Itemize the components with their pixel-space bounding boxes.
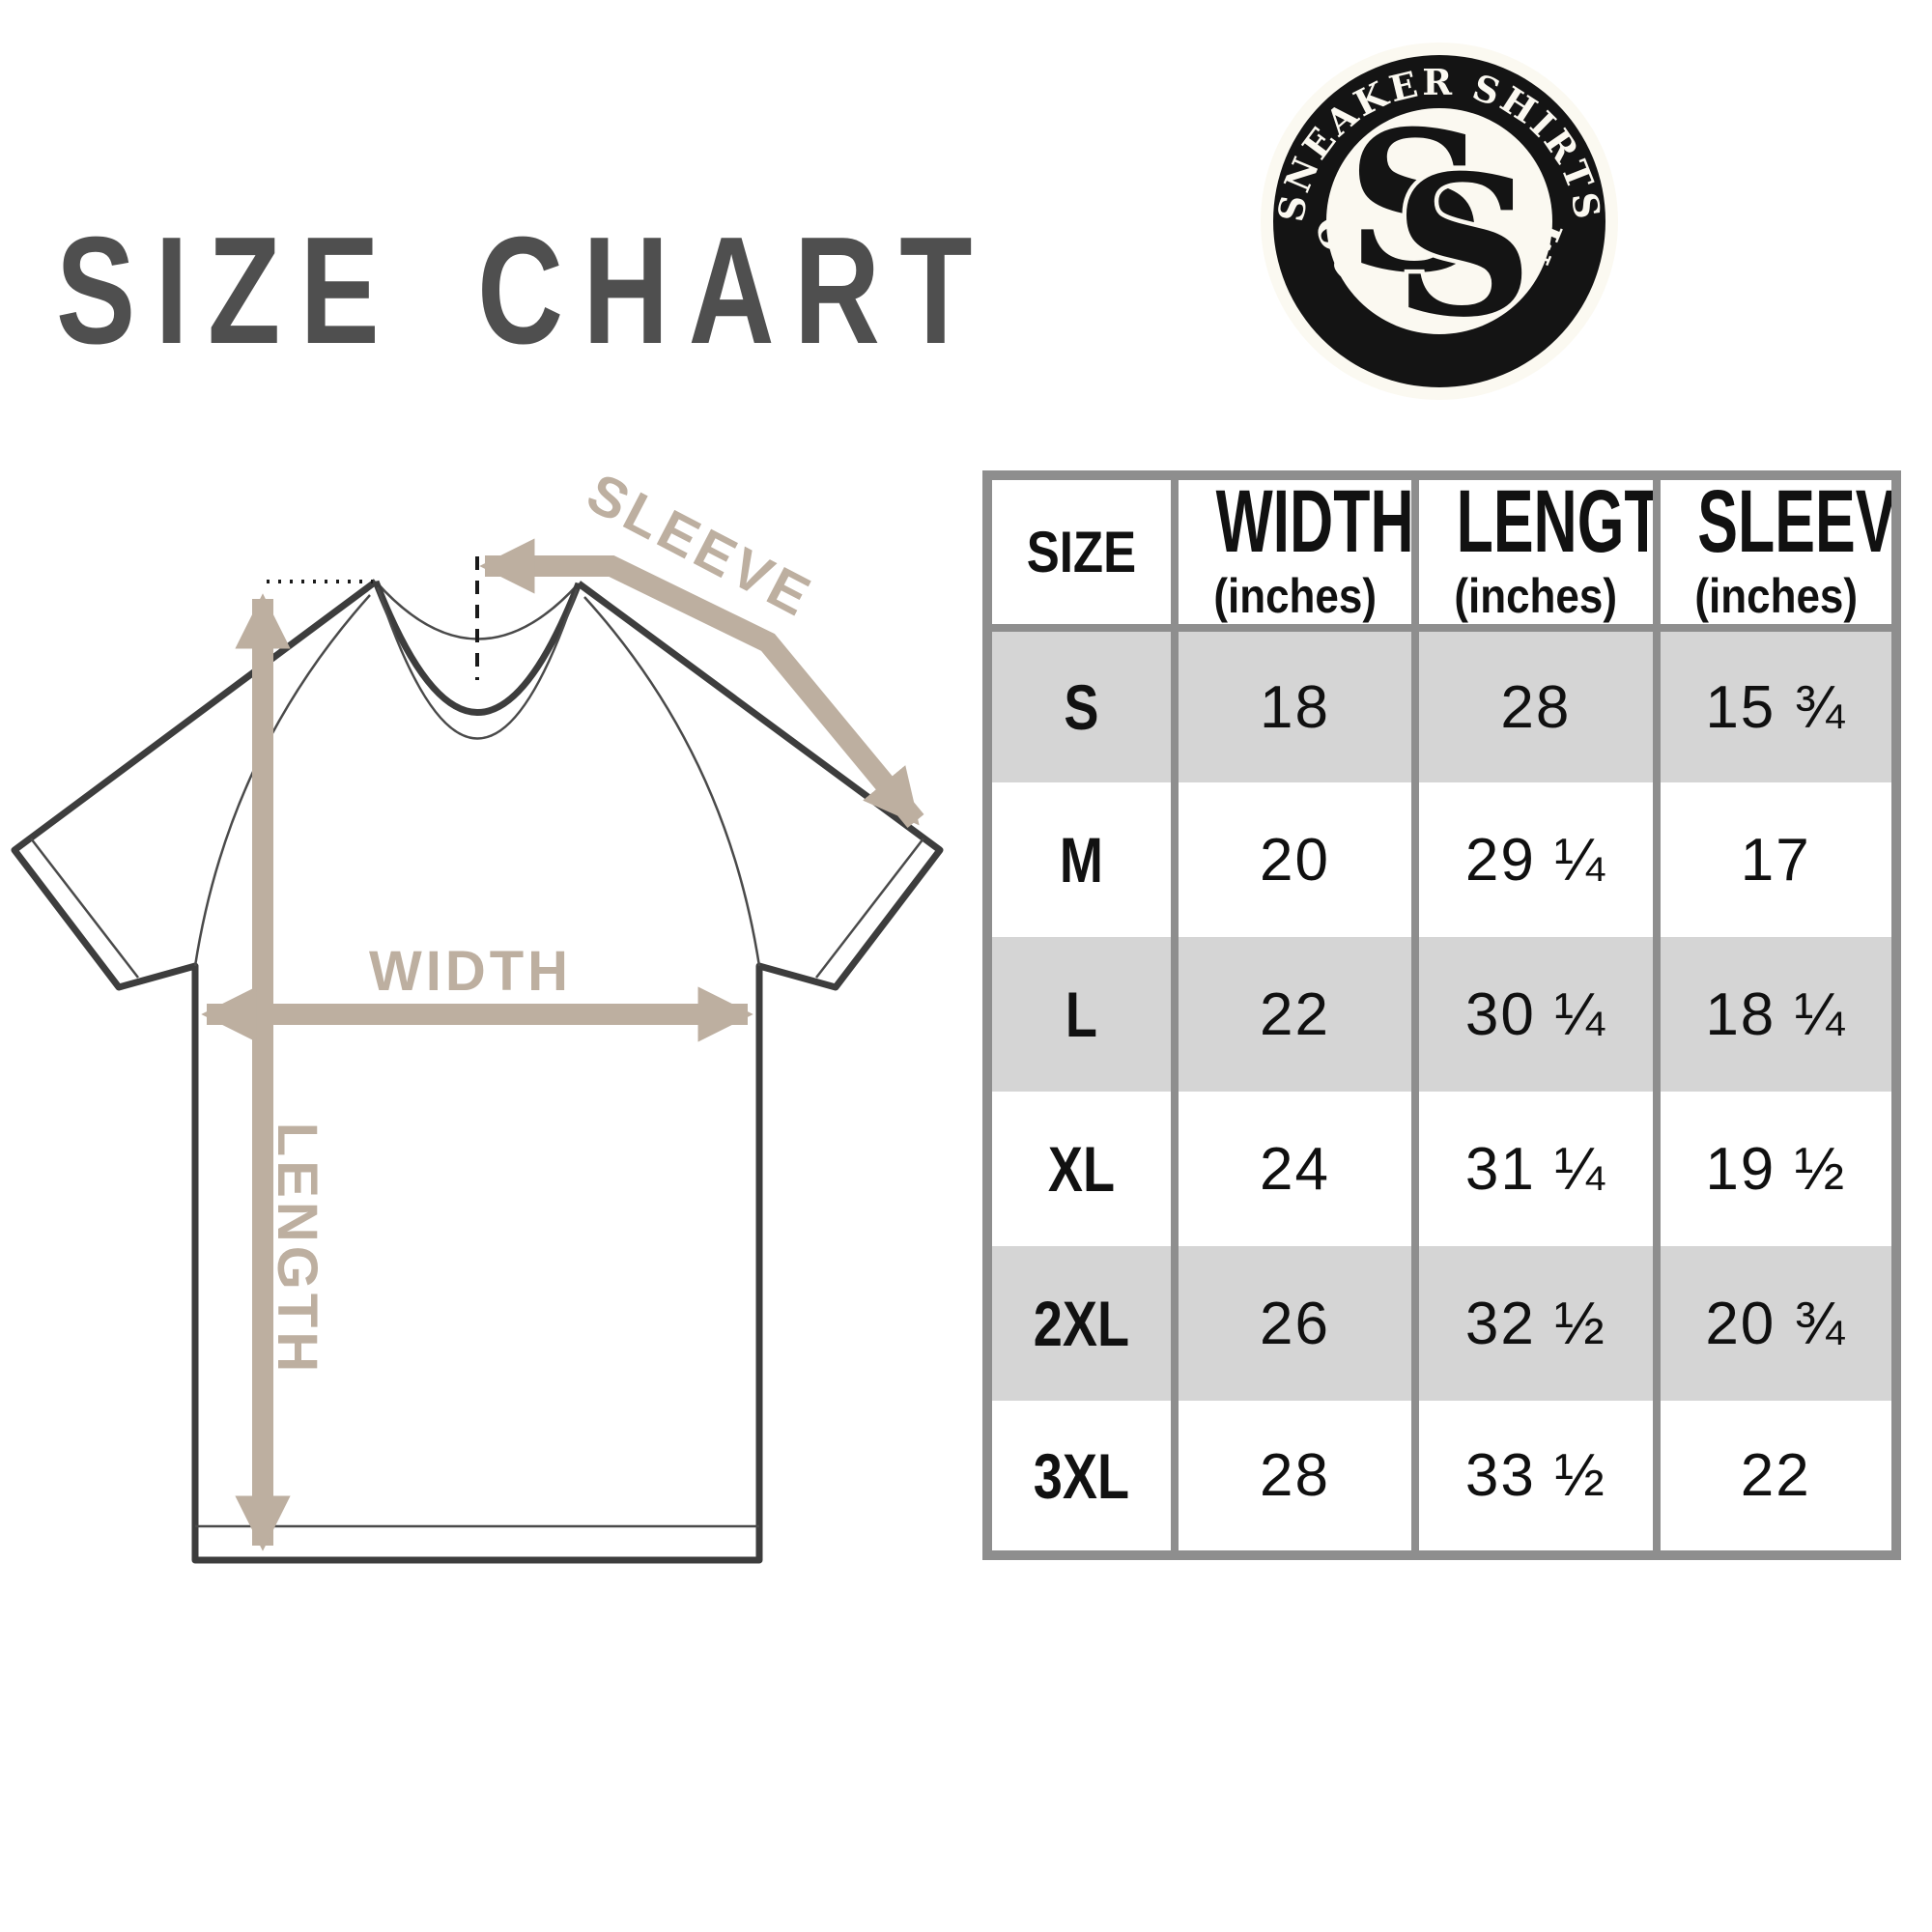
cell-sleeve: 22 (1652, 1401, 1896, 1556)
monogram-s2: S (1394, 133, 1533, 360)
header-width: WIDTH (inches) (1170, 475, 1416, 633)
page-title: SIZE CHART (56, 206, 992, 376)
cell-width: 28 (1170, 1401, 1416, 1556)
header-sleeve: SLEEVE (inches) (1652, 475, 1896, 633)
monogram-s1: S (1347, 89, 1486, 316)
size-table: SIZE WIDTH (inches) LENGTH (inches) SLEE… (982, 470, 1901, 1561)
cell-sleeve: 19 ½ (1652, 1092, 1896, 1247)
width-label: WIDTH (369, 940, 572, 1003)
cell-sleeve: 15 ¾ (1652, 628, 1896, 783)
table-row-3xl: 3XL 28 33 ½ 22 (987, 1401, 1896, 1556)
cell-size: XL (1047, 1133, 1116, 1206)
cell-length: 28 (1411, 628, 1657, 783)
cell-width: 18 (1170, 628, 1416, 783)
table-row-m: M 20 29 ¼ 17 (987, 782, 1896, 938)
tshirt-outline (11, 579, 944, 1564)
cell-size: L (1065, 979, 1097, 1051)
cell-sleeve: 18 ¼ (1652, 937, 1896, 1093)
cell-sleeve: 20 ¾ (1652, 1246, 1896, 1402)
cell-size: S (1064, 671, 1099, 744)
size-table-header-row: SIZE WIDTH (inches) LENGTH (inches) SLEE… (987, 475, 1896, 633)
logo-ss-monogram: S S (1342, 85, 1537, 365)
sleeve-arrow (479, 538, 924, 829)
right-cuff-stitch (815, 838, 924, 979)
cell-size: M (1059, 824, 1103, 896)
length-label: LENGTH (266, 1122, 328, 1376)
brand-logo: SNEAKER SHIRTS OUTLET.COM S S (1261, 43, 1618, 400)
cell-size: 3XL (1033, 1439, 1130, 1512)
cell-length: 31 ¼ (1411, 1092, 1657, 1247)
table-row-xl: XL 24 31 ¼ 19 ½ (987, 1092, 1896, 1247)
header-size: SIZE (987, 475, 1175, 633)
logo-inner-disc (1326, 108, 1552, 334)
cell-length: 30 ¼ (1411, 937, 1657, 1093)
cell-width: 24 (1170, 1092, 1416, 1247)
cell-length: 32 ½ (1411, 1246, 1657, 1402)
table-row-l: L 22 30 ¼ 18 ¼ (987, 937, 1896, 1093)
tshirt-measurement-diagram: WIDTH SLEEVE LENGTH (11, 464, 944, 1564)
cell-size: 2XL (1033, 1288, 1130, 1360)
table-row-2xl: 2XL 26 32 ½ 20 ¾ (987, 1246, 1896, 1402)
left-cuff-stitch (30, 838, 139, 979)
cell-sleeve: 17 (1652, 782, 1896, 938)
cell-length: 33 ½ (1411, 1401, 1657, 1556)
cell-width: 20 (1170, 782, 1416, 938)
table-row-s: S 18 28 15 ¾ (987, 628, 1896, 783)
cell-width: 22 (1170, 937, 1416, 1093)
header-length: LENGTH (inches) (1411, 475, 1657, 633)
cell-width: 26 (1170, 1246, 1416, 1402)
cell-length: 29 ¼ (1411, 782, 1657, 938)
